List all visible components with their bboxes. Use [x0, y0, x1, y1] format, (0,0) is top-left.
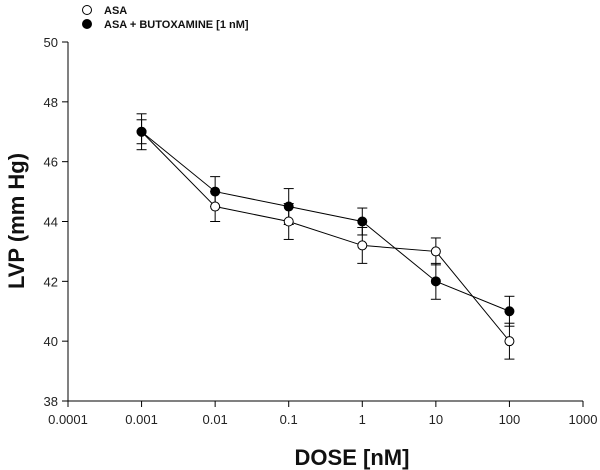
y-tick-label: 48 — [44, 95, 58, 110]
legend-label: ASA — [104, 5, 127, 17]
data-point — [136, 126, 147, 137]
y-tick-label: 38 — [44, 394, 58, 409]
legend-marker — [82, 5, 92, 15]
legend-marker — [82, 19, 92, 29]
series-line-0 — [141, 131, 510, 342]
data-point — [210, 201, 221, 212]
y-axis-title: LVP (mm Hg) — [4, 153, 29, 289]
y-tick-label: 46 — [44, 155, 58, 170]
legend-label: ASA + BUTOXAMINE [1 nM] — [104, 19, 249, 31]
x-tick-label: 0.01 — [202, 412, 227, 427]
data-point — [283, 201, 294, 212]
x-tick-label: 0.0001 — [48, 412, 88, 427]
data-point — [504, 306, 515, 317]
data-point — [504, 336, 515, 347]
x-tick-label: 100 — [499, 412, 521, 427]
x-tick-label: 1000 — [569, 412, 598, 427]
series-line-1 — [141, 131, 510, 312]
data-point — [210, 186, 221, 197]
x-tick-label: 1 — [359, 412, 366, 427]
x-axis-title: DOSE [nM] — [295, 445, 410, 470]
plot-area — [136, 113, 515, 360]
x-tick-label: 10 — [429, 412, 443, 427]
data-point — [430, 276, 441, 287]
data-point — [430, 246, 441, 257]
data-point — [357, 216, 368, 227]
data-point — [357, 240, 368, 251]
y-tick-label: 44 — [44, 215, 58, 230]
data-point — [283, 216, 294, 227]
y-tick-label: 42 — [44, 274, 58, 289]
x-tick-label: 0.001 — [125, 412, 158, 427]
x-tick-label: 0.1 — [280, 412, 298, 427]
y-axis: 38 40 42 44 46 48 50 — [44, 35, 69, 409]
y-tick-label: 40 — [44, 334, 58, 349]
x-axis: 0.0001 0.001 0.01 0.1 1 10 100 1000 — [48, 400, 598, 427]
y-tick-label: 50 — [44, 35, 58, 50]
legend: ASA ASA + BUTOXAMINE [1 nM] — [82, 5, 249, 31]
